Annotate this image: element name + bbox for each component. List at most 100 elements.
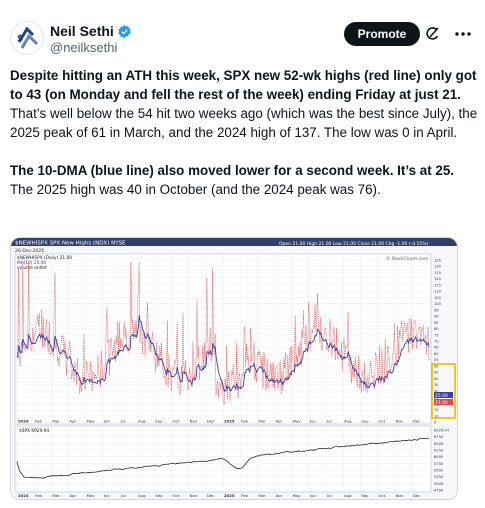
y-tick-label: 55 (434, 358, 439, 362)
y-tick-label: 80 (434, 327, 439, 331)
value-label-nh-bg (434, 399, 453, 405)
legend-ma10: MA(10) 25.00 (17, 260, 46, 266)
tweet-paragraph-2: The 10-DMA (blue line) also moved lower … (10, 161, 478, 199)
author-handle[interactable]: @neilksethi (50, 40, 118, 55)
x-tick-label: Oct (379, 493, 386, 498)
y-tick-label: 6750 (434, 435, 444, 439)
x-tick-label: Dec (207, 493, 214, 498)
x-tick-label: Mar (258, 419, 266, 424)
y-tick-label: 5000 (434, 482, 444, 486)
y-tick-label: 135 (434, 259, 441, 263)
x-tick-label: Mar (52, 419, 60, 424)
chart-image[interactable]: $NEWHISPX SPX New Highs (NDX) NYSE 26-De… (10, 237, 458, 500)
x-tick-label: Oct (173, 493, 180, 498)
x-tick-label: 2024 (18, 419, 29, 424)
x-tick-label: Oct (379, 419, 386, 424)
x-tick-label: Mar (258, 493, 266, 498)
x-tick-label: May (293, 419, 302, 424)
x-tick-label: Aug (138, 493, 146, 498)
y-tick-label: 35 (434, 383, 439, 387)
x-tick-label: 2024 (18, 493, 29, 498)
chart-date: 26-Dec-2025 (15, 248, 44, 254)
x-tick-label: Sep (155, 419, 163, 424)
new-highs-series (16, 261, 430, 405)
y-tick-label: 110 (434, 290, 442, 294)
svg-text:$: $ (17, 34, 23, 44)
y-tick-label: 65 (434, 346, 439, 350)
y-tick-label: 5250 (434, 475, 444, 479)
x-tick-label: 2025 (224, 493, 235, 498)
y-tick-label: 5750 (434, 462, 444, 466)
tweet-paragraph-1-bold: Despite hitting an ATH this week, SPX ne… (10, 68, 477, 102)
y-tick-label: 90 (434, 315, 439, 319)
y-tick-label: 100 (434, 302, 442, 306)
avatar[interactable]: $ (10, 21, 44, 55)
x-tick-label: Dec (413, 493, 420, 498)
author-name-text: Neil Sethi (50, 23, 114, 39)
verified-badge-icon (118, 24, 131, 38)
spx-logo-icon: $ (17, 26, 39, 49)
x-tick-label: May (87, 419, 96, 424)
y-tick-label: 75 (434, 333, 439, 337)
value-label-ma: 25.00 (435, 393, 448, 399)
y-tick-label: 5 (434, 421, 436, 425)
y-tick-label: 105 (434, 296, 441, 300)
x-tick-label: May (293, 493, 302, 498)
x-tick-label: Apr (276, 493, 283, 498)
x-tick-label: Feb (35, 419, 42, 424)
chart-title: $NEWHISPX SPX New Highs (NDX) NYSE (15, 241, 126, 247)
author-name[interactable]: Neil Sethi (50, 23, 132, 39)
y-tick-label: 50 (434, 364, 439, 368)
x-tick-label: 2025 (224, 419, 235, 424)
y-tick-label: 85 (434, 321, 439, 325)
x-tick-label: Aug (344, 493, 352, 498)
y-tick-label: 60 (434, 352, 439, 356)
y-tick-label: 125 (434, 271, 441, 275)
spx-series (16, 437, 430, 479)
x-tick-label: May (87, 493, 96, 498)
y-tick-label: 5500 (434, 469, 444, 473)
value-label-ma-bg (434, 392, 453, 398)
x-tick-label: Dec (413, 419, 420, 424)
chart-ohlc: Open 21.00 High 21.00 Low 21.00 Close 21… (279, 241, 428, 247)
chart-svg: $NEWHISPX SPX New Highs (NDX) NYSE 26-De… (11, 238, 457, 498)
promote-button[interactable]: Promote (344, 22, 420, 46)
y-tick-label: 120 (434, 277, 442, 281)
x-tick-label: Oct (173, 419, 180, 424)
tweet-paragraph-2-bold: The 10-DMA (blue line) also moved lower … (10, 163, 454, 178)
x-tick-label: Nov (396, 419, 404, 424)
x-tick-label: Apr (70, 493, 77, 498)
x-tick-label: Jun (309, 493, 317, 498)
y-tick-label: 45 (434, 371, 439, 375)
x-tick-label: Apr (70, 419, 77, 424)
x-tick-label: Nov (396, 493, 404, 498)
x-tick-label: Aug (138, 419, 146, 424)
highlight-box (431, 363, 456, 419)
x-tick-label: Nov (190, 493, 198, 498)
chart-credit: © StockCharts.com (386, 255, 428, 262)
y-tick-label: 6000 (434, 455, 444, 459)
tweet-text: Despite hitting an ATH this week, SPX ne… (10, 66, 478, 218)
tweet-paragraph-1-rest: That’s well below the 54 hit two weeks a… (10, 106, 478, 140)
x-tick-label: Mar (52, 493, 60, 498)
y-tick-label: 10 (434, 414, 439, 418)
more-options-icon[interactable] (452, 26, 474, 42)
value-label-nh: 21.00 (435, 400, 448, 406)
chart-header-bar (11, 238, 457, 246)
y-tick-label: 6929.94 (434, 429, 450, 433)
grok-icon[interactable] (425, 26, 441, 42)
x-tick-label: Jul (120, 419, 126, 424)
x-tick-label: Jun (103, 493, 111, 498)
y-tick-label: 6250 (434, 449, 444, 453)
y-tick-label: 15 (434, 408, 439, 412)
x-tick-label: Dec (207, 419, 214, 424)
x-tick-label: Feb (35, 493, 42, 498)
x-tick-label: Apr (276, 419, 283, 424)
x-tick-label: Feb (241, 493, 248, 498)
x-tick-label: Sep (361, 419, 369, 424)
tweet-paragraph-2-rest: The 2025 high was 40 in October (and the… (10, 182, 381, 197)
spx-legend: $SPX 6929.94 (19, 428, 49, 434)
y-tick-label: 115 (434, 283, 441, 287)
x-tick-label: Sep (155, 493, 163, 498)
legend-volume: volume undef (17, 265, 47, 271)
